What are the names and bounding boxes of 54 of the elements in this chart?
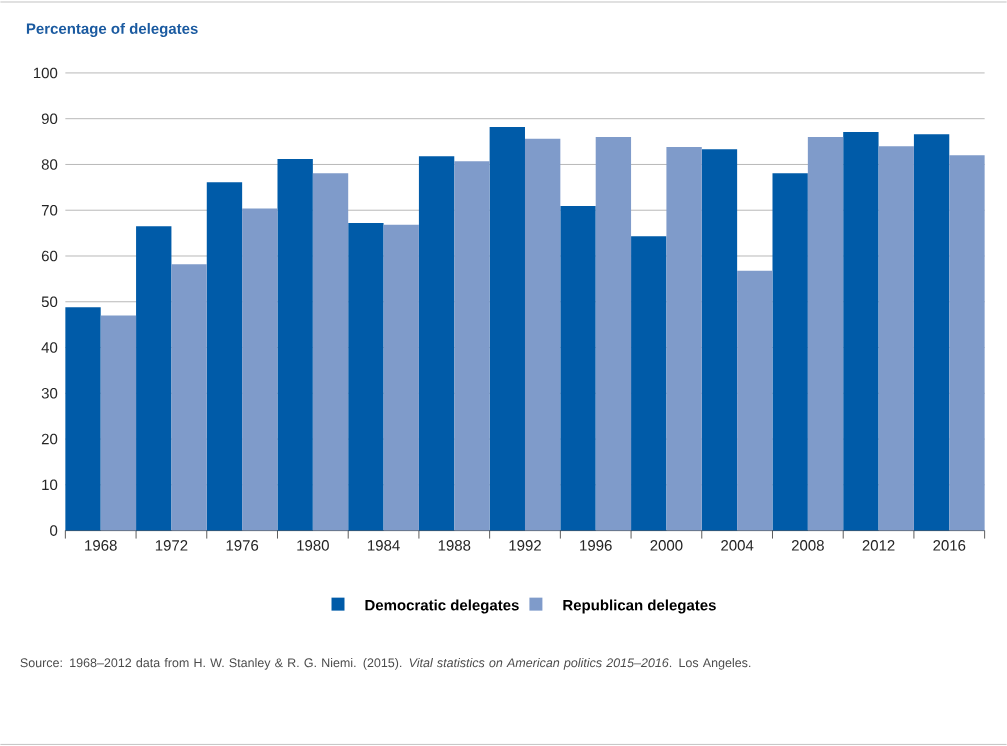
bar (878, 145, 914, 531)
source-note: Source: 1968–2012 data from H. W. Stanley & R. G. Niemi. (2015). Vital statistics on American politics 2015–2016. Los Angeles. (20, 657, 751, 670)
bar (949, 155, 985, 531)
bar (454, 161, 490, 531)
y-tick-label: 90 (41, 113, 58, 124)
legend-label: Democratic delegates (365, 599, 519, 614)
y-tick-label: 50 (41, 296, 58, 307)
bar (100, 315, 137, 531)
y-tick-label: 80 (41, 158, 58, 170)
bar (383, 224, 419, 531)
x-tick-label: 1988 (438, 539, 471, 551)
bar (560, 205, 596, 531)
y-tick-label: 60 (41, 250, 58, 262)
x-tick-label: 1996 (580, 539, 612, 551)
bar (666, 146, 702, 531)
x-tick-label: 1968 (85, 539, 117, 551)
bar (206, 182, 243, 531)
bar (843, 131, 879, 531)
legend-label: Republican delegates (563, 599, 716, 614)
bar (737, 270, 773, 531)
bar (595, 136, 632, 531)
bar (136, 226, 172, 531)
bar (418, 156, 455, 531)
bar (913, 134, 950, 531)
bar (489, 126, 525, 531)
x-tick-label: 1984 (368, 539, 400, 551)
y-tick-label: 70 (41, 204, 58, 216)
x-tick-label: 2000 (650, 539, 683, 551)
bar (242, 208, 278, 531)
y-tick-label: 30 (41, 387, 58, 399)
bar (701, 149, 738, 531)
x-tick-label: 2008 (791, 539, 824, 551)
y-tick-label: 100 (33, 67, 58, 79)
x-tick-label: 1980 (297, 539, 329, 551)
x-tick-label: 1992 (509, 539, 541, 551)
bar (277, 158, 313, 531)
bar (524, 138, 561, 531)
x-tick-label: 2016 (933, 539, 966, 551)
y-axis-title: Percentage of delegates (26, 22, 198, 37)
bar (171, 264, 207, 531)
bar (772, 172, 808, 531)
x-tick-label: 2004 (721, 539, 754, 551)
bar (631, 236, 667, 531)
x-tick-label: 1976 (226, 539, 259, 551)
y-tick-label: 40 (41, 342, 58, 353)
bar (348, 222, 384, 531)
y-tick-label: 10 (42, 479, 58, 490)
bar (312, 172, 349, 531)
bar (65, 307, 101, 531)
y-tick-label: 20 (41, 433, 58, 445)
y-tick-label: 0 (50, 525, 58, 536)
bar (807, 136, 844, 531)
x-tick-label: 1972 (155, 539, 188, 551)
x-tick-label: 2012 (862, 539, 895, 551)
